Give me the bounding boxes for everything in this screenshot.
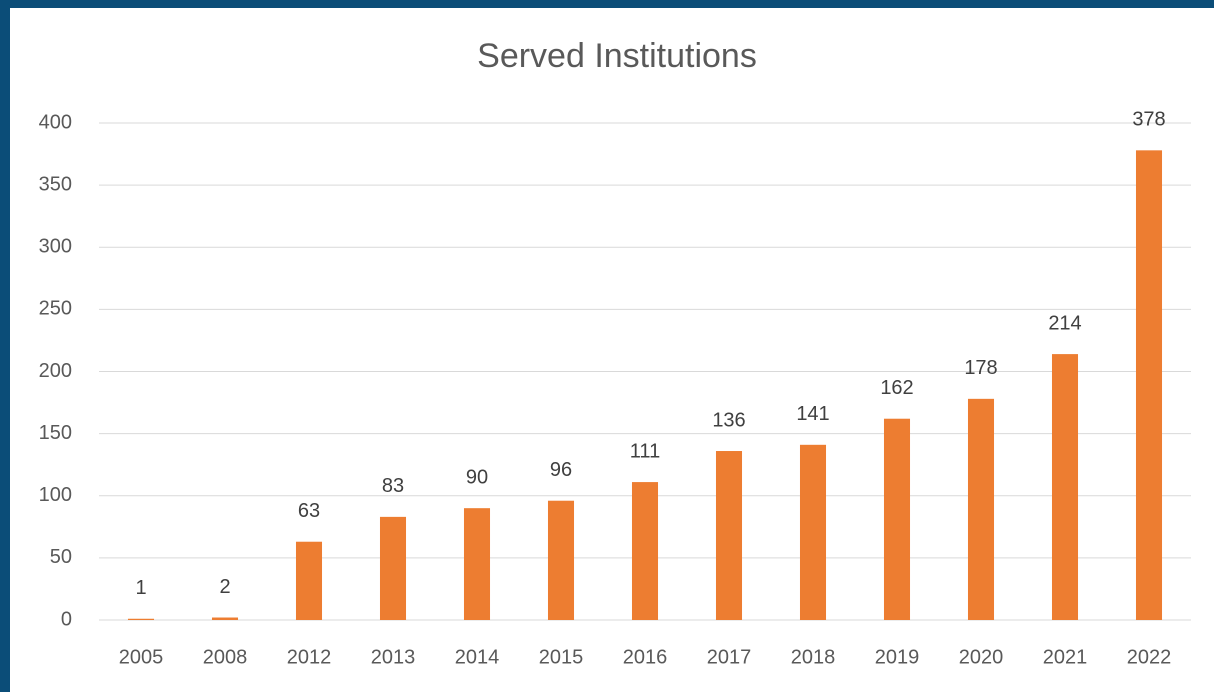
bar (379, 516, 407, 620)
bar (883, 418, 911, 620)
bar (463, 508, 491, 620)
y-tick-label: 200 (39, 360, 72, 382)
x-tick-label: 2005 (119, 646, 164, 668)
x-tick-label: 2017 (707, 646, 752, 668)
data-label: 141 (796, 403, 829, 425)
data-label: 63 (298, 500, 320, 522)
bar (211, 617, 239, 620)
data-label: 2 (219, 576, 230, 598)
chart-title: Served Institutions (477, 37, 757, 75)
x-tick-label: 2015 (539, 646, 584, 668)
x-tick-label: 2016 (623, 646, 668, 668)
data-label: 136 (712, 409, 745, 431)
x-tick-label: 2018 (791, 646, 836, 668)
y-tick-label: 0 (61, 608, 72, 630)
x-tick-label: 2012 (287, 646, 332, 668)
x-tick-label: 2013 (371, 646, 416, 668)
bar (631, 482, 659, 620)
data-label: 1 (135, 577, 146, 599)
data-label: 111 (630, 440, 660, 462)
bar (1135, 150, 1163, 620)
y-tick-label: 250 (39, 298, 72, 320)
bar (967, 398, 995, 620)
data-label: 90 (466, 466, 488, 488)
bar (127, 618, 155, 620)
x-tick-label: 2020 (959, 646, 1004, 668)
bar (799, 444, 827, 620)
bar (1051, 354, 1079, 620)
data-label: 378 (1132, 109, 1165, 131)
y-tick-label: 50 (50, 546, 72, 568)
x-tick-label: 2019 (875, 646, 920, 668)
data-label: 214 (1048, 312, 1081, 334)
x-tick-label: 2014 (455, 646, 500, 668)
x-tick-label: 2022 (1127, 646, 1172, 668)
data-label: 83 (382, 475, 404, 497)
bar (547, 500, 575, 620)
x-tick-label: 2008 (203, 646, 248, 668)
x-tick-label: 2021 (1043, 646, 1088, 668)
y-tick-label: 300 (39, 236, 72, 258)
chart-area (10, 8, 1214, 692)
data-label: 162 (880, 377, 913, 399)
y-tick-label: 150 (39, 422, 72, 444)
y-tick-label: 350 (39, 173, 72, 195)
bar (295, 541, 323, 620)
bar (715, 451, 743, 620)
data-label: 96 (550, 459, 572, 481)
y-tick-label: 100 (39, 484, 72, 506)
data-label: 178 (964, 357, 997, 379)
y-tick-label: 400 (39, 111, 72, 133)
